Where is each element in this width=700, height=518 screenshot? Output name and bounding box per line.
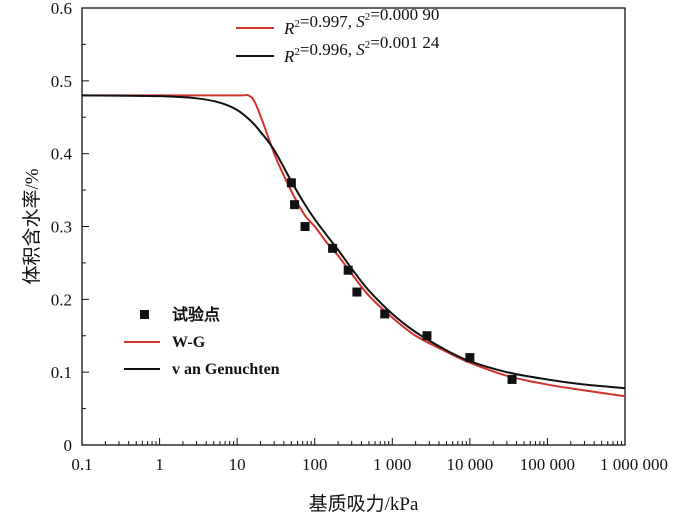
x-tick-label: 1 bbox=[155, 455, 164, 474]
fit-stat-s2-sup: 2 bbox=[365, 39, 371, 51]
legend-label: W-G bbox=[172, 334, 206, 351]
test-point-marker bbox=[507, 374, 517, 384]
legend: 试验点 W-G v an Genuchten bbox=[124, 305, 280, 378]
x-tick-label: 1 000 000 bbox=[600, 455, 668, 474]
test-point-marker bbox=[422, 331, 432, 341]
fit-stat-r2-sup: 2 bbox=[294, 18, 300, 30]
fit-stat-s2-label: S bbox=[356, 40, 365, 59]
curves-layer bbox=[81, 93, 626, 398]
fit-stat-r2-sup: 2 bbox=[294, 46, 300, 58]
y-tick-label: 0.4 bbox=[51, 145, 73, 164]
fit-stat-r2-label: R bbox=[283, 47, 295, 66]
test-point-marker bbox=[328, 243, 338, 253]
test-point-marker bbox=[286, 178, 296, 188]
y-tick-label: 0.2 bbox=[51, 290, 72, 309]
y-tick-label: 0.5 bbox=[51, 72, 72, 91]
x-tick-label: 100 bbox=[302, 455, 328, 474]
legend-label: 试验点 bbox=[172, 305, 220, 324]
y-tick-label: 0.1 bbox=[51, 363, 72, 382]
x-tick-label: 100 000 bbox=[520, 455, 575, 474]
x-tick-label: 1 000 bbox=[373, 455, 411, 474]
fit-stat-s2-value: =0.001 24 bbox=[370, 33, 440, 52]
van-genuchten-fit-curve bbox=[81, 94, 626, 390]
fit-stat-text: R2=0.997, S2=0.000 90 bbox=[283, 5, 439, 38]
x-tick-label: 10 000 bbox=[446, 455, 493, 474]
wg-fit-curve bbox=[82, 93, 626, 398]
fit-stat-s2-label: S bbox=[356, 12, 365, 31]
legend-label: v an Genuchten bbox=[172, 361, 280, 378]
test-point-marker bbox=[465, 353, 475, 363]
fit-stat-text: R2=0.996, S2=0.001 24 bbox=[283, 33, 440, 66]
y-axis-title: 体积含水率/% bbox=[21, 168, 43, 284]
fit-stat-r2-label: R bbox=[283, 19, 295, 38]
x-tick-label: 10 bbox=[229, 455, 246, 474]
axes-layer: 0.1 1 10 100 1 000 10 000 100 000 1 000 00000.1… bbox=[21, 0, 668, 515]
test-point-marker bbox=[343, 265, 353, 275]
x-axis-title: 基质吸力/kPa bbox=[309, 493, 419, 515]
y-tick-label: 0.3 bbox=[51, 218, 72, 237]
y-tick-label: 0.6 bbox=[51, 0, 72, 18]
test-point-marker bbox=[352, 287, 362, 297]
legend-marker-sample bbox=[140, 310, 149, 319]
fit-stat-s2-value: =0.000 90 bbox=[370, 5, 439, 24]
test-point-marker bbox=[290, 200, 300, 210]
fit-stat-r2-value: =0.996, bbox=[300, 40, 356, 59]
fit-stat-r2-value: =0.997, bbox=[300, 12, 356, 31]
points-layer bbox=[286, 178, 517, 384]
x-tick-label: 0.1 bbox=[71, 455, 92, 474]
test-point-marker bbox=[300, 222, 310, 231]
y-tick-label: 0 bbox=[64, 436, 73, 455]
test-point-marker bbox=[380, 309, 390, 319]
fit-stat-s2-sup: 2 bbox=[365, 11, 371, 23]
